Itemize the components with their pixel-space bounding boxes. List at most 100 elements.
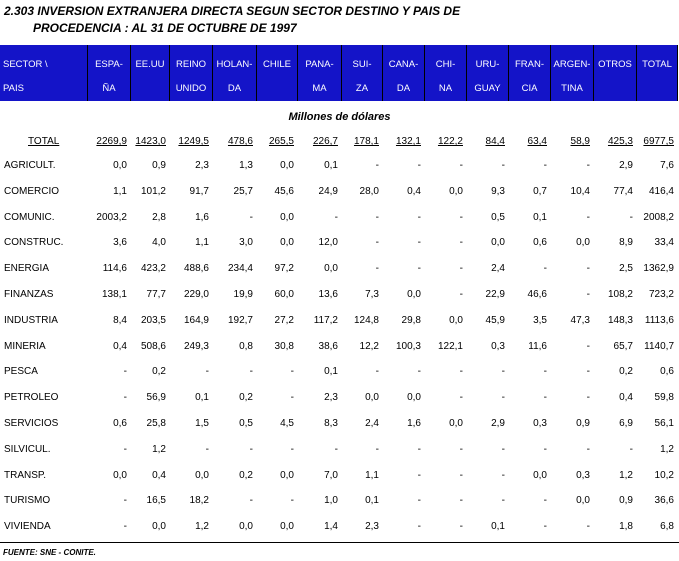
cell-value: - xyxy=(459,289,463,300)
cell-value: - xyxy=(543,443,547,455)
cell-value: - xyxy=(543,392,547,404)
cell-value: 1,1 xyxy=(113,185,127,197)
cell-value: 1,2 xyxy=(152,443,166,455)
cell-value: 0,0 xyxy=(280,469,294,481)
cell-value: 2,4 xyxy=(365,418,379,429)
cell-value: 124,8 xyxy=(353,314,379,326)
cell-value: 0,2 xyxy=(239,469,253,481)
header-text: NA xyxy=(438,83,453,94)
header-text: PAIS xyxy=(3,83,24,94)
row-label: TRANSP. xyxy=(4,469,47,481)
cell-value: 0,0 xyxy=(576,495,590,507)
cell-value: - xyxy=(501,495,505,507)
cell-value: 91,7 xyxy=(189,185,209,197)
cell-value: 1,1 xyxy=(365,469,379,481)
cell-value: 3,6 xyxy=(113,237,127,249)
cell-value: 1362,9 xyxy=(643,263,674,275)
header-text: CHILE xyxy=(263,59,291,70)
cell-value: - xyxy=(334,443,338,455)
cell-value: 1,6 xyxy=(195,211,209,223)
cell-value: - xyxy=(375,237,379,249)
cell-value: - xyxy=(417,469,421,481)
cell-value: - xyxy=(123,521,127,533)
cell-value: 12,0 xyxy=(318,237,338,249)
unit-label: Millones de dólares xyxy=(288,111,391,123)
cell-value: 47,3 xyxy=(570,314,590,326)
cell-value: 0,0 xyxy=(152,521,166,533)
cell-value: 192,7 xyxy=(227,314,253,326)
row-label: MINERIA xyxy=(4,340,46,352)
cell-value: 229,0 xyxy=(183,289,209,300)
cell-value: 2,9 xyxy=(619,160,633,171)
cell-value: - xyxy=(375,443,379,455)
cell-value: 0,1 xyxy=(324,366,338,378)
cell-value: 0,6 xyxy=(113,418,127,429)
cell-value: - xyxy=(205,366,209,378)
cell-value: - xyxy=(459,392,463,404)
cell-value: 265,5 xyxy=(268,136,294,147)
header-text: ARGEN- xyxy=(553,59,591,70)
row-label: INDUSTRIA xyxy=(4,314,58,326)
row-label: TOTAL xyxy=(28,136,60,147)
cell-value: 0,6 xyxy=(660,366,674,378)
header-text: TOTAL xyxy=(642,59,672,70)
cell-value: 7,6 xyxy=(660,160,674,171)
cell-value: 0,0 xyxy=(280,521,294,533)
cell-value: - xyxy=(543,160,547,171)
cell-value: - xyxy=(123,366,127,378)
row-label: PETROLEO xyxy=(4,392,59,404)
cell-value: 1423,0 xyxy=(135,136,166,147)
cell-value: 3,0 xyxy=(239,237,253,249)
cell-value: - xyxy=(501,469,505,481)
cell-value: 10,4 xyxy=(570,185,590,197)
cell-value: - xyxy=(417,495,421,507)
cell-value: - xyxy=(459,211,463,223)
cell-value: 2269,9 xyxy=(96,136,127,147)
cell-value: - xyxy=(543,521,547,533)
cell-value: 65,7 xyxy=(613,340,633,352)
header-text: SUI- xyxy=(352,59,372,70)
header-cell: TOTAL xyxy=(637,45,678,101)
cell-value: 56,9 xyxy=(146,392,166,404)
cell-value: 1,8 xyxy=(619,521,633,533)
cell-value: 25,7 xyxy=(233,185,253,197)
cell-value: 0,0 xyxy=(449,185,463,197)
cell-value: 45,6 xyxy=(274,185,294,197)
row-label: SERVICIOS xyxy=(4,418,59,429)
cell-value: - xyxy=(290,392,294,404)
cell-value: 114,6 xyxy=(102,263,127,275)
row-label: SILVICUL. xyxy=(4,443,51,455)
cell-value: 1,3 xyxy=(239,160,253,171)
cell-value: 0,0 xyxy=(491,237,505,249)
cell-value: 0,0 xyxy=(449,418,463,429)
cell-value: 0,0 xyxy=(239,521,253,533)
header-text: CANA- xyxy=(388,59,419,70)
header-cell: ESPA- ÑA xyxy=(88,45,131,101)
header-cell: SUI- ZA xyxy=(342,45,383,101)
cell-value: 10,2 xyxy=(654,469,674,481)
cell-value: - xyxy=(459,443,463,455)
cell-value: - xyxy=(543,495,547,507)
cell-value: 1113,6 xyxy=(644,314,674,326)
header-text: URU- xyxy=(475,59,500,70)
cell-value: 0,3 xyxy=(576,469,590,481)
cell-value: 423,2 xyxy=(140,263,166,275)
cell-value: 164,9 xyxy=(183,314,209,326)
header-cell: REINO UNIDO xyxy=(170,45,213,101)
cell-value: 6977,5 xyxy=(643,136,674,147)
cell-value: 77,4 xyxy=(613,185,633,197)
cell-value: 38,6 xyxy=(318,340,338,352)
cell-value: 478,6 xyxy=(227,136,253,147)
cell-value: 0,4 xyxy=(152,469,166,481)
cell-value: 1,6 xyxy=(407,418,421,429)
cell-value: 1,0 xyxy=(324,495,338,507)
cell-value: 7,0 xyxy=(324,469,338,481)
cell-value: 0,0 xyxy=(449,314,463,326)
cell-value: - xyxy=(290,366,294,378)
cell-value: 0,3 xyxy=(533,418,547,429)
row-label: PESCA xyxy=(4,366,38,378)
cell-value: 122,2 xyxy=(437,136,463,147)
cell-value: 2,3 xyxy=(195,160,209,171)
title-line: 2.303 INVERSION EXTRANJERA DIRECTA SEGUN… xyxy=(4,4,461,18)
cell-value: - xyxy=(543,263,547,275)
